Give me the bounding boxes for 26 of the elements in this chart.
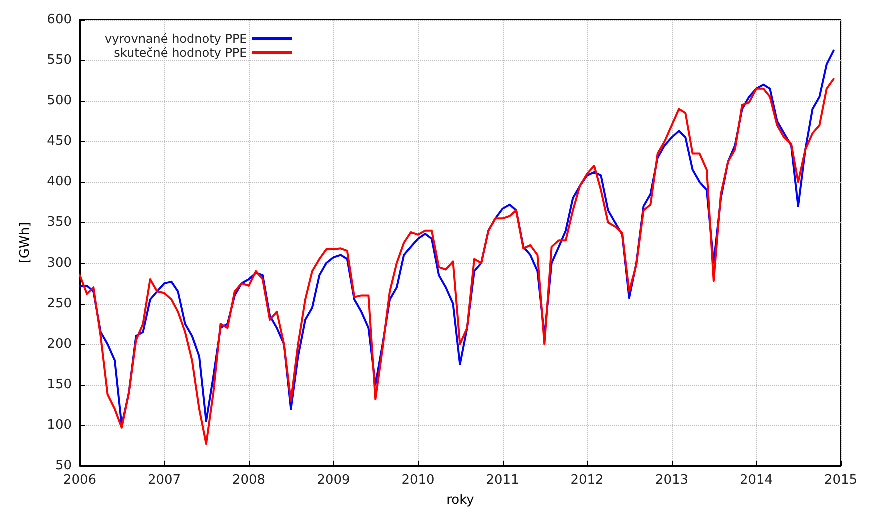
x-tick-label: 2011 [486, 473, 520, 488]
x-tick-label: 2015 [824, 473, 858, 488]
y-tick-label: 300 [47, 256, 72, 271]
y-tick-label: 450 [47, 134, 72, 150]
y-tick-label: 550 [47, 53, 72, 68]
y-tick-label: 500 [47, 94, 72, 109]
y-tick-label: 50 [55, 458, 72, 474]
y-axis-title: [GWh] [18, 222, 33, 264]
y-tick-label: 400 [47, 174, 72, 190]
y-tick-label: 350 [47, 215, 72, 230]
y-tick-label: 600 [47, 12, 72, 28]
y-tick-label: 250 [47, 296, 72, 312]
legend-label: vyrovnané hodnoty PPE [105, 32, 248, 46]
x-tick-label: 2007 [148, 473, 182, 488]
y-tick-label: 100 [47, 418, 72, 433]
legend-label: skutečné hodnoty PPE [114, 46, 248, 60]
x-tick-label: 2010 [402, 473, 435, 488]
x-tick-label: 2012 [570, 473, 604, 488]
y-tick-label: 200 [47, 336, 72, 352]
x-tick-label: 2008 [232, 473, 266, 488]
x-tick-label: 2013 [655, 473, 689, 488]
x-tick-label: 2009 [317, 473, 350, 488]
y-tick-label: 150 [47, 377, 72, 392]
x-tick-label: 2006 [63, 473, 97, 488]
x-axis-title: roky [446, 493, 475, 508]
x-tick-label: 2014 [740, 473, 774, 488]
